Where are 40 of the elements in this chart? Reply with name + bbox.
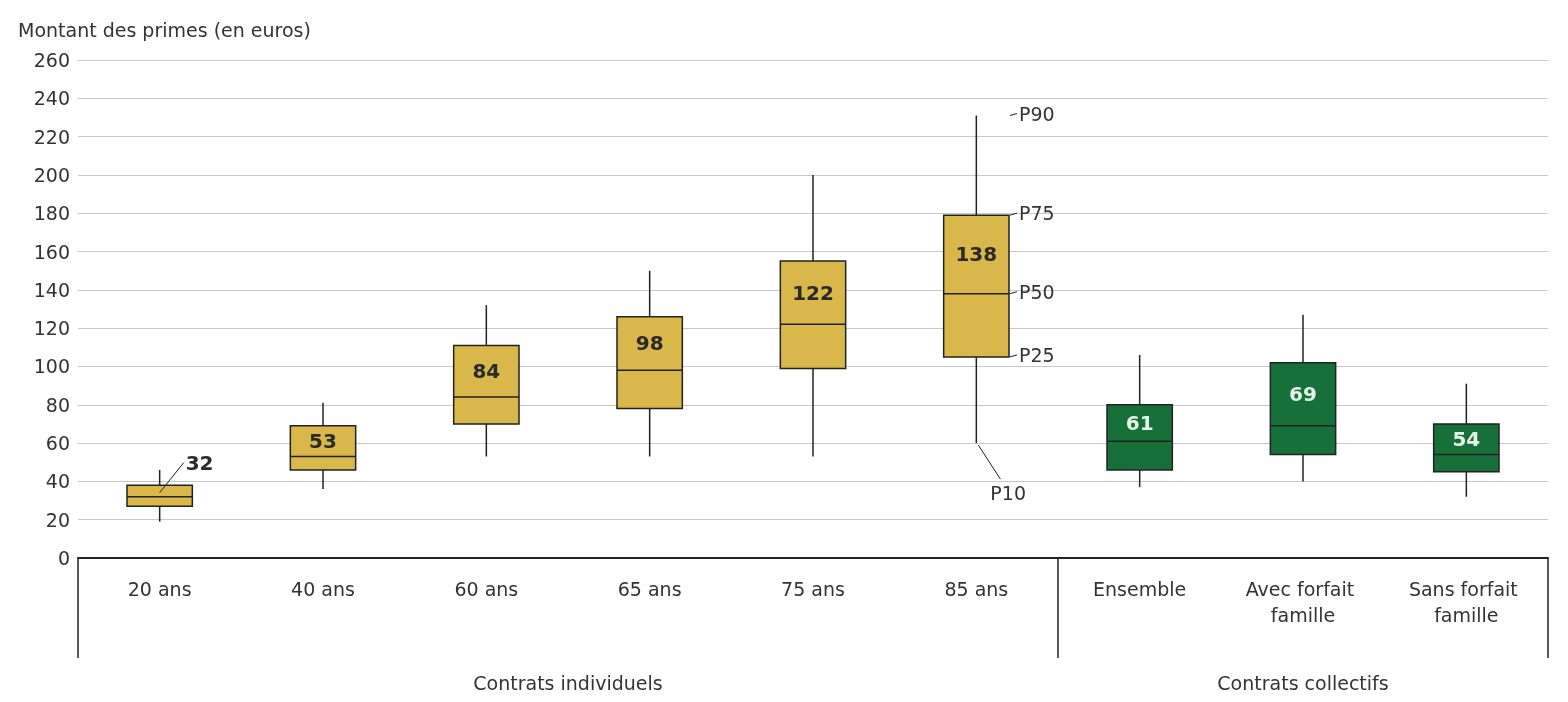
text: 98 xyxy=(635,331,664,356)
y-tick-label: 80 xyxy=(45,393,70,416)
x-tick-label: 20 ans xyxy=(127,578,192,600)
annotation: P75 xyxy=(1019,202,1055,225)
x-tick-label: 85 ans xyxy=(944,578,1009,600)
y-tick-label: 220 xyxy=(33,125,70,148)
y-tick-label: 260 xyxy=(33,49,70,71)
annotation: P50 xyxy=(1019,280,1055,303)
text: Contrats individuels xyxy=(473,671,663,694)
y-tick-label: 100 xyxy=(33,355,70,378)
text: 122 xyxy=(792,280,834,305)
text: 69 xyxy=(1289,382,1317,407)
annotation: P10 xyxy=(990,481,1026,504)
y-tick-label: 160 xyxy=(33,240,70,263)
text: 84 xyxy=(472,359,501,384)
x-tick-label: Sans forfait famille xyxy=(1408,578,1524,626)
y-tick-label: 40 xyxy=(45,470,70,493)
text: Contrats collectifs xyxy=(1217,671,1389,694)
y-tick-label: 20 xyxy=(45,508,70,531)
text: 54 xyxy=(1452,427,1481,452)
y-tick-label: 60 xyxy=(45,432,70,455)
y-tick-label: 180 xyxy=(33,202,70,225)
text: 32 xyxy=(185,450,214,475)
y-tick-label: 0 xyxy=(57,547,70,569)
x-tick-label: 75 ans xyxy=(781,578,845,600)
y-tick-label: 240 xyxy=(33,87,70,110)
y-axis-title: Montant des primes (en euros) xyxy=(18,18,311,41)
text: 138 xyxy=(955,242,998,267)
x-tick-label: Avec forfait famille xyxy=(1245,578,1361,626)
x-tick-label: 65 ans xyxy=(617,578,682,600)
y-tick-label: 140 xyxy=(33,278,70,301)
text: 53 xyxy=(309,429,337,454)
x-tick-label: Ensemble xyxy=(1093,578,1187,600)
annotation: P90 xyxy=(1019,102,1055,125)
y-tick-label: 120 xyxy=(33,317,70,340)
y-tick-label: 200 xyxy=(33,163,70,186)
x-tick-label: 60 ans xyxy=(454,578,519,600)
annotation: P25 xyxy=(1019,343,1055,366)
x-tick-label: 40 ans xyxy=(291,578,355,600)
text: 61 xyxy=(1125,410,1154,435)
